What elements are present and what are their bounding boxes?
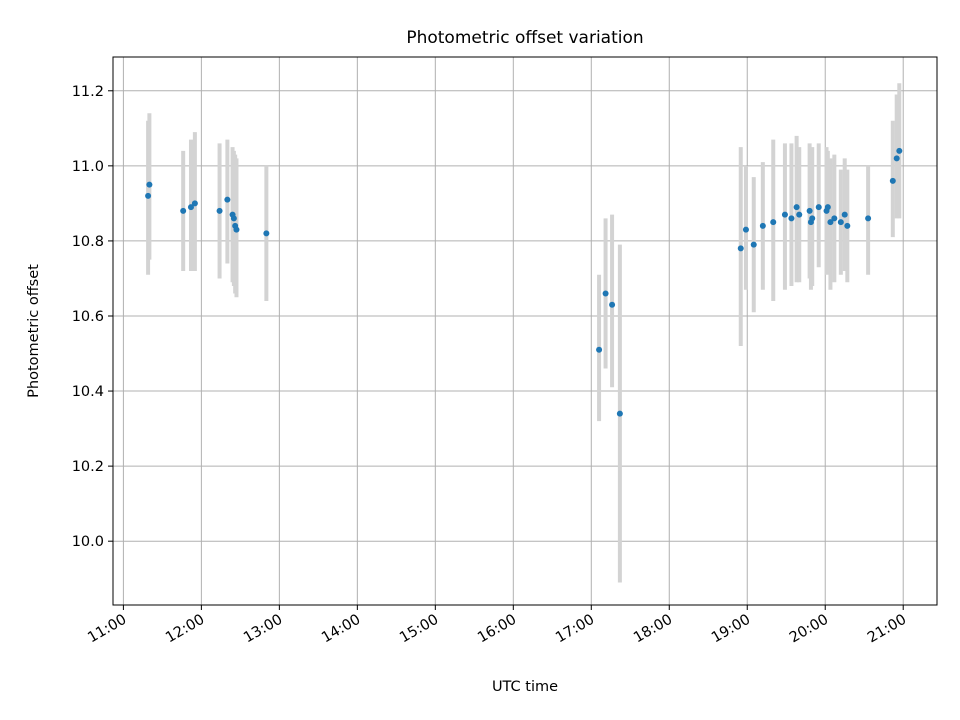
data-point [841,211,848,218]
data-point [180,207,187,214]
data-point [824,204,831,211]
y-tick-label: 11.2 [72,84,104,100]
y-tick-label: 11.0 [72,159,104,175]
data-point [616,410,623,417]
grid-lines [113,57,937,605]
data-point [737,245,744,252]
data-point [865,215,872,222]
plot-area-background [113,57,937,605]
data-point [609,301,616,308]
data-point [837,219,844,226]
data-point [893,155,900,162]
data-point [806,207,813,214]
y-tick-label: 10.0 [72,534,104,550]
data-point [602,290,609,297]
data-point [187,204,194,211]
data-point [770,219,777,226]
data-point [216,207,223,214]
data-point [781,211,788,218]
data-point [233,226,240,233]
data-point [742,226,749,233]
data-point [809,215,816,222]
data-point [750,241,757,248]
data-point [145,192,152,199]
data-point [230,215,237,222]
y-tick-label: 10.2 [72,459,104,475]
data-point [831,215,838,222]
data-point [596,346,603,353]
data-point [796,211,803,218]
y-axis-ticks: 10.0 10.2 10.4 10.6 10.8 11.0 11.2 [72,84,113,550]
data-point [788,215,795,222]
y-tick-label: 10.4 [72,384,104,400]
y-tick-label: 10.8 [72,234,104,250]
data-point [191,200,198,207]
data-point [759,222,766,229]
y-tick-label: 10.6 [72,309,104,325]
data-point [793,204,800,211]
data-point [815,204,822,211]
y-axis-label: Photometric offset [26,264,42,398]
data-point [896,147,903,154]
data-point [146,181,153,188]
data-point [263,230,270,237]
data-point [889,177,896,184]
chart-title: Photometric offset variation [406,28,643,48]
data-point [844,222,851,229]
plot-frame [112,56,938,606]
data-point [224,196,231,203]
data-points [145,147,903,417]
x-axis-label: UTC time [492,679,558,695]
data-point [827,219,834,226]
